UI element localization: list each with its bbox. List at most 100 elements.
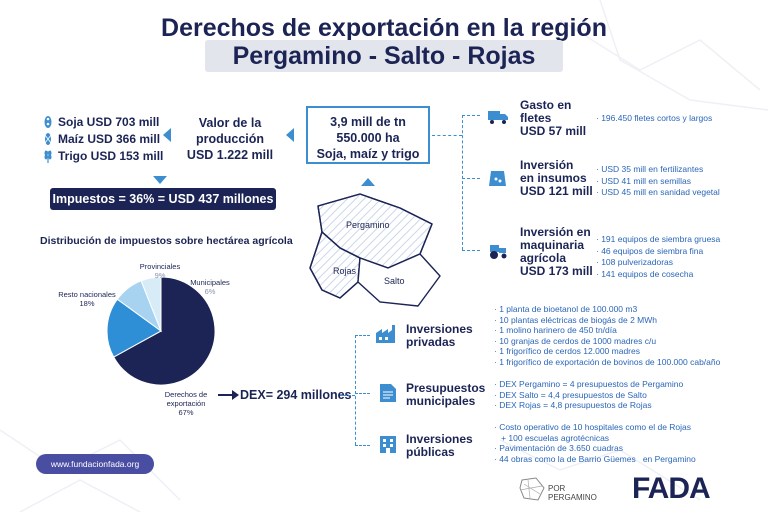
distribution-title: Distribución de impuestos sobre hectárea… (40, 235, 293, 247)
arrow-up-icon (361, 178, 375, 186)
connector-line (355, 335, 356, 445)
bullet-item: · DEX Rojas = 4,8 presupuestos de Rojas (494, 400, 652, 410)
map-region-salto (357, 253, 441, 307)
por-pergamino-logo-icon (519, 477, 545, 501)
truck-icon (488, 111, 508, 124)
crop-item-wheat: Trigo USD 153 mill (42, 147, 163, 164)
production-line: USD 1.222 mill (186, 148, 274, 162)
dex-total: DEX= 294 millones (240, 388, 352, 402)
bullet-item: · DEX Pergamino = 4 presupuestos de Perg… (494, 379, 684, 389)
connector-line (462, 115, 480, 116)
spending-title-line: agrícola (520, 251, 567, 265)
por-pergamino-logo: POR PERGAMINO (548, 484, 597, 502)
spending-maquinaria-title: Inversión en maquinaria agrícola USD 173… (520, 226, 593, 278)
bullet-item: · 1 molino harinero de 450 tn/día (494, 325, 617, 335)
factory-icon (376, 325, 395, 343)
spending-title-line: Inversión en (520, 225, 591, 239)
crops-list: Soja USD 703 mill Maíz USD 366 mill Trig… (42, 113, 163, 164)
connector-line (432, 135, 462, 136)
map-region-rojas-hatch (309, 231, 361, 299)
spending-title-line: Inversión (520, 158, 574, 172)
spending-maquinaria-bullets: · 191 equipos de siembra gruesa · 46 equ… (596, 234, 720, 280)
pie-label-line: Provinciales (139, 262, 181, 271)
pie-label-line: Municipales (190, 278, 230, 287)
spending-title-line: Gasto en (520, 98, 572, 112)
spending-title-line: maquinaria (520, 238, 585, 252)
dex-use-title-line: municipales (406, 394, 476, 408)
pie-label-provinciales: Provinciales 9% (130, 262, 190, 280)
region-map (309, 193, 441, 307)
bullet-item: · 108 pulverizadoras (596, 257, 674, 267)
bullet-item: · USD 41 mill en semillas (596, 175, 691, 186)
connector-line (462, 178, 480, 179)
bullet-item: · 1 frigorífico de exportación de bovino… (494, 356, 721, 367)
pie-label-line: 18% (79, 299, 95, 308)
tax-pie-chart (106, 276, 216, 386)
bullet-item: · USD 45 mill en sanidad vegetal (596, 187, 720, 197)
crop-label: Maíz USD 366 mill (58, 131, 161, 146)
summary-line: 550.000 ha (336, 131, 400, 145)
pie-slice-resto-nacionales (106, 298, 162, 358)
summary-line: Soja, maíz y trigo (316, 147, 420, 161)
bullet-item: · 191 equipos de siembra gruesa (596, 234, 721, 244)
bullet-item: · Costo operativo de 10 hospitales como … (494, 422, 692, 432)
bullet-item: · 141 equipos de cosecha (596, 268, 694, 279)
connector-line (355, 335, 370, 336)
seeds-icon (489, 171, 506, 186)
tractor-icon (490, 245, 507, 259)
production-line: Valor de la (198, 116, 262, 130)
pie-label-municipales: Municipales 6% (180, 278, 240, 296)
pie-slice-municipales (140, 276, 162, 332)
page-title: Derechos de exportación en la región (161, 14, 607, 42)
dex-use-title-line: públicas (406, 445, 455, 459)
production-value: Valor de la producción USD 1.222 mill (178, 115, 282, 163)
arrow-down-icon (153, 176, 167, 184)
pie-label-derechos: Derechos de exportación 67% (160, 390, 212, 417)
connector-line (355, 445, 370, 446)
bullet-item: · 196.450 fletes cortos y largos (596, 113, 713, 123)
arrow-left-icon (286, 128, 294, 142)
bullet-item: + 100 escuelas agrotécnicas (494, 432, 610, 443)
dex-use-municipales-title: Presupuestos municipales (406, 382, 485, 408)
pie-label-line: exportación (166, 399, 206, 408)
bullet-item: · 10 granjas de cerdos de 1000 madres c/… (494, 335, 657, 346)
dex-use-privadas-bullets: · 1 planta de bioetanol de 100.000 m3 · … (494, 304, 720, 367)
pie-label-line: 67% (178, 408, 194, 417)
bullet-item: · USD 35 mill en fertilizantes (596, 164, 704, 174)
map-label-rojas: Rojas (333, 266, 357, 276)
summary-line: 3,9 mill de tn (330, 115, 406, 129)
fada-logo: FADA (632, 472, 711, 505)
crop-label: Soja USD 703 mill (58, 114, 160, 129)
spending-title-line: en insumos (520, 171, 587, 185)
production-line: producción (195, 132, 265, 146)
logo-text-line: POR (548, 484, 566, 493)
bullet-item: · 10 plantas eléctricas de biogás de 2 M… (494, 314, 658, 325)
bullet-item: · 46 equipos de siembra fina (596, 245, 704, 256)
crop-label: Trigo USD 153 mill (58, 148, 164, 163)
dex-use-title-line: privadas (406, 335, 456, 349)
bullet-item: · 1 planta de bioetanol de 100.000 m3 (494, 304, 638, 314)
spending-insumos-bullets: · USD 35 mill en fertilizantes · USD 41 … (596, 164, 720, 199)
website-link[interactable]: www.fundacionfada.org (36, 454, 154, 474)
spending-insumos-title: Inversión en insumos USD 121 mill (520, 159, 593, 198)
map-label-salto: Salto (384, 276, 405, 286)
bullet-item: · 44 obras como la de Barrio Güemes en P… (494, 453, 696, 464)
pie-label-line: Resto nacionales (58, 290, 116, 299)
building-icon (380, 436, 396, 453)
spending-fletes-bullets: · 196.450 fletes cortos y largos (596, 113, 712, 125)
bullet-item: · Pavimentación de 3.650 cuadras (494, 443, 623, 453)
pie-label-resto-nacionales: Resto nacionales 18% (52, 290, 122, 308)
spending-title-line: fletes (520, 111, 552, 125)
taxes-bar: Impuestos = 36% = USD 437 millones (50, 188, 276, 210)
connector-line (462, 115, 463, 250)
page-subtitle: Pergamino - Salto - Rojas (205, 40, 563, 72)
map-label-pergamino: Pergamino (346, 220, 390, 230)
crop-item-soy: Soja USD 703 mill (42, 113, 163, 130)
dex-use-publicas-bullets: · Costo operativo de 10 hospitales como … (494, 422, 696, 464)
connector-line (340, 395, 355, 396)
connector-line (462, 250, 480, 251)
pie-label-line: 6% (204, 287, 216, 296)
soy-icon (44, 115, 52, 128)
arrow-left-icon (163, 128, 171, 142)
summary-box: 3,9 mill de tn 550.000 ha Soja, maíz y t… (306, 106, 430, 164)
